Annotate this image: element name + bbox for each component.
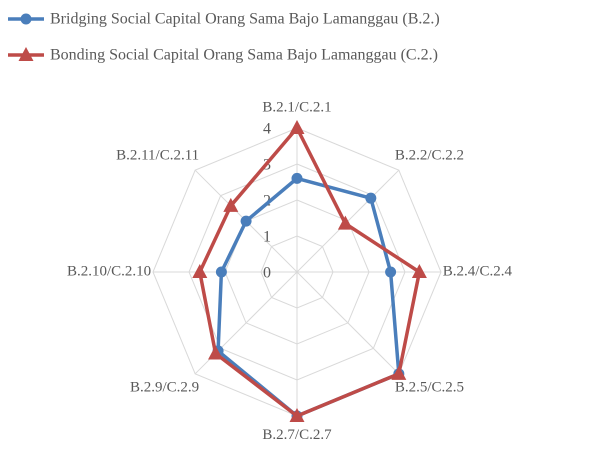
marker <box>240 215 252 227</box>
category-label: B.2.5/C.2.5 <box>395 379 464 395</box>
marker <box>215 266 227 278</box>
legend-marker <box>18 47 34 61</box>
category-label: B.2.11/C.2.11 <box>116 148 199 164</box>
category-label: B.2.9/C.2.9 <box>130 379 199 395</box>
r-tick-label: 0 <box>263 265 271 282</box>
category-label: B.2.2/C.2.2 <box>395 148 464 164</box>
marker <box>289 408 305 422</box>
marker <box>289 120 305 134</box>
marker <box>385 266 397 278</box>
legend-label: Bridging Social Capital Orang Sama Bajo … <box>50 11 440 28</box>
marker <box>291 172 303 184</box>
category-label: B.2.4/C.2.4 <box>443 263 513 279</box>
marker <box>391 365 407 380</box>
spoke <box>296 271 400 375</box>
marker <box>223 197 239 212</box>
marker <box>365 192 377 204</box>
legend-marker <box>20 13 32 25</box>
r-tick-label: 2 <box>263 193 271 210</box>
category-label: B.2.7/C.2.7 <box>262 427 332 443</box>
marker <box>192 264 208 278</box>
marker <box>208 345 224 360</box>
legend-label: Bonding Social Capital Orang Sama Bajo L… <box>50 47 438 64</box>
r-tick-label: 1 <box>263 229 271 246</box>
category-label: B.2.10/C.2.10 <box>67 263 151 279</box>
marker <box>337 215 353 230</box>
series-line <box>216 176 401 418</box>
r-tick-label: 4 <box>263 121 271 138</box>
category-label: B.2.1/C.2.1 <box>262 100 331 116</box>
marker <box>411 264 427 278</box>
